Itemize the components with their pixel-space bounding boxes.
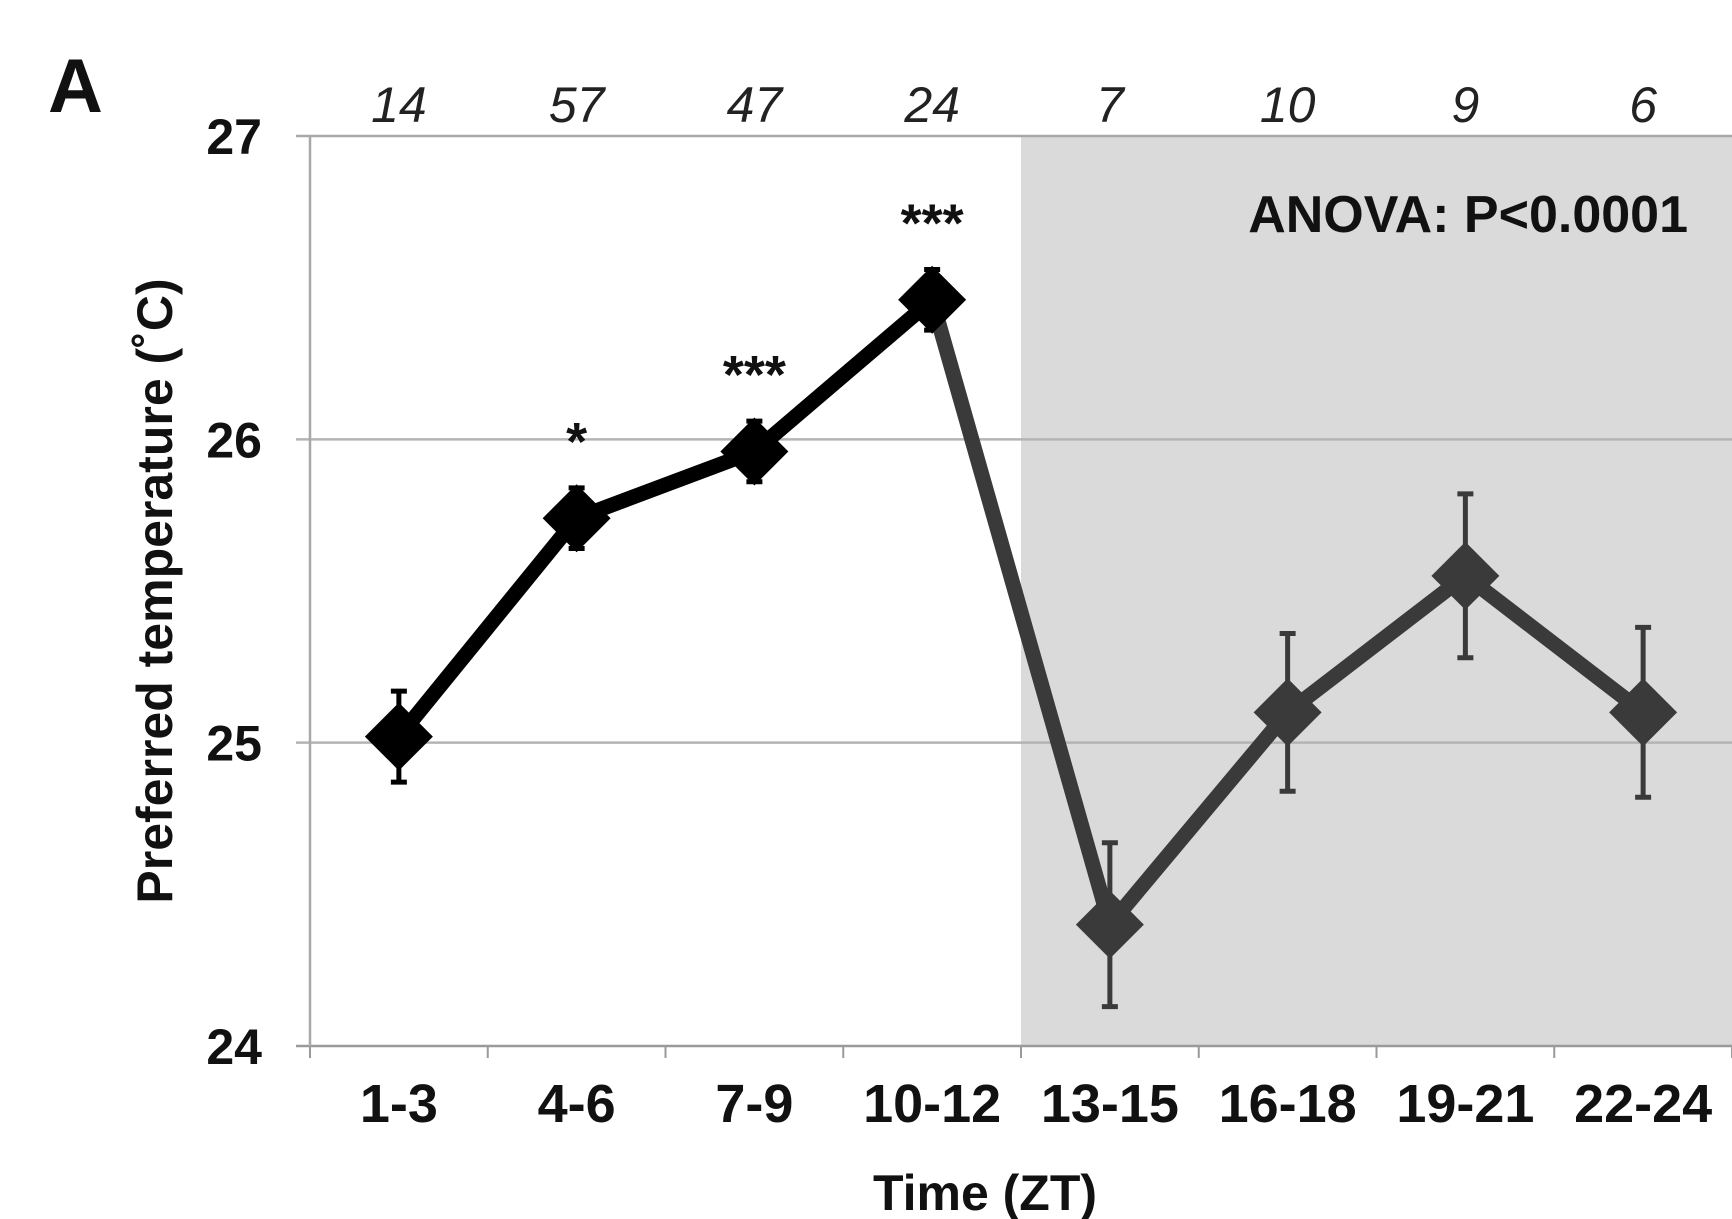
series-line-segment xyxy=(391,510,585,745)
significance-marker: * xyxy=(566,412,587,472)
sample-count: 9 xyxy=(1451,77,1479,133)
y-tick-label: 24 xyxy=(206,1019,262,1075)
series-line-segment xyxy=(1102,704,1296,933)
series-line-segment xyxy=(569,443,762,526)
significance-marker: *** xyxy=(901,193,964,253)
sample-count: 6 xyxy=(1629,77,1657,133)
data-point-marker xyxy=(364,702,433,771)
data-point-marker xyxy=(542,484,611,553)
x-tick-label: 10-12 xyxy=(863,1074,1001,1134)
sample-count: 14 xyxy=(371,77,427,133)
data-point-marker xyxy=(1431,541,1500,610)
sample-count: 57 xyxy=(549,77,607,133)
data-point-marker xyxy=(1075,890,1144,959)
series-line-segment xyxy=(1280,568,1473,720)
data-point-marker xyxy=(898,265,967,334)
significance-marker: *** xyxy=(723,345,786,405)
x-tick-label: 16-18 xyxy=(1219,1074,1357,1134)
series-line-segment xyxy=(1457,568,1651,720)
sample-count: 47 xyxy=(727,77,785,133)
data-point-marker xyxy=(720,417,789,486)
series-line-segment xyxy=(924,292,1118,933)
x-axis-title: Time (ZT) xyxy=(873,1165,1097,1219)
x-tick-label: 1-3 xyxy=(360,1074,438,1134)
data-point-marker xyxy=(1253,678,1322,747)
data-point-marker xyxy=(1609,678,1678,747)
series-line-segment xyxy=(746,292,940,459)
x-tick-label: 22-24 xyxy=(1574,1074,1712,1134)
x-tick-label: 13-15 xyxy=(1041,1074,1179,1134)
panel-label: A xyxy=(48,44,103,129)
anova-annotation: ANOVA: P<0.0001 xyxy=(1248,186,1688,244)
y-tick-label: 27 xyxy=(206,109,262,165)
x-tick-label: 19-21 xyxy=(1396,1074,1534,1134)
x-tick-label: 4-6 xyxy=(538,1074,616,1134)
sample-count: 7 xyxy=(1096,77,1126,133)
sample-count: 10 xyxy=(1260,77,1316,133)
y-tick-label: 25 xyxy=(206,716,262,772)
y-tick-label: 26 xyxy=(206,412,262,468)
sample-count: 24 xyxy=(903,77,960,133)
y-axis-title: Preferred temperature (˚C) xyxy=(127,278,183,903)
x-tick-label: 7-9 xyxy=(715,1074,793,1134)
